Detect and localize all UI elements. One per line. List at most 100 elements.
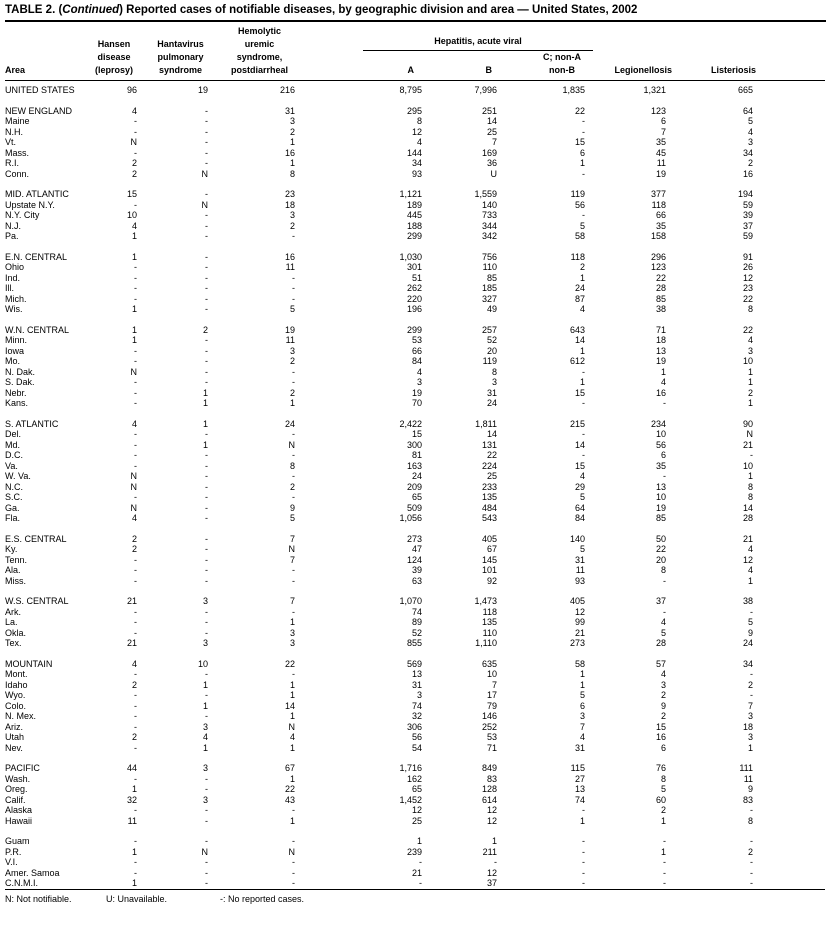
value-cell: 3: [289, 210, 295, 220]
value-cell: N: [746, 429, 754, 439]
value-cell: -: [582, 836, 586, 846]
value-cell: -: [663, 398, 667, 408]
col-header-hepatitis-b: B: [485, 65, 493, 75]
area-cell: N. Mex.: [5, 711, 37, 721]
value-cell: 196: [406, 304, 422, 314]
row-spacer-cell: [758, 513, 825, 524]
value-cell: 3: [202, 763, 208, 773]
value-cell: 14: [486, 429, 497, 439]
value-cell: 295: [406, 105, 422, 116]
value-cell: -: [292, 867, 295, 878]
area-cell: Mich.: [5, 293, 27, 304]
table-row: Vt. N - 1 4 7 15 35 3: [5, 137, 825, 148]
value-cell: -: [205, 471, 208, 481]
value-cell: 74: [411, 606, 422, 617]
value-cell: 21: [126, 596, 137, 606]
value-cell: 4: [661, 617, 667, 627]
value-cell: -: [134, 272, 137, 283]
value-cell: 83: [743, 794, 754, 805]
table-row: MOUNTAIN 4 10 22 569 635 58 57 34: [5, 649, 825, 670]
value-cell: 10: [486, 669, 497, 679]
area-cell: Calif.: [5, 794, 26, 805]
value-cell: 29: [575, 481, 586, 492]
value-cell: -: [134, 116, 137, 126]
value-cell: 43: [284, 794, 295, 805]
area-cell: Ga.: [5, 502, 20, 513]
value-cell: -: [134, 857, 137, 867]
row-spacer-cell: [758, 555, 825, 566]
value-cell: 509: [406, 502, 422, 513]
table-row: N.Y. City 10 - 3 445 733 - 66 39: [5, 210, 825, 221]
value-cell: -: [663, 606, 667, 617]
row-spacer-cell: [758, 273, 825, 284]
value-cell: 1: [748, 398, 754, 408]
row-spacer-cell: [758, 857, 825, 868]
value-cell: 8,795: [399, 85, 422, 95]
value-cell: 13: [656, 345, 667, 356]
value-cell: -: [750, 878, 754, 888]
value-cell: 1: [661, 846, 667, 857]
value-cell: 12: [486, 805, 497, 815]
area-cell: Miss.: [5, 575, 26, 586]
table-row: Minn. 1 - 11 53 52 14 18 4: [5, 335, 825, 346]
value-cell: 3: [416, 377, 422, 387]
table-row: Hawaii 11-1 25 12 1 1 8: [5, 816, 825, 827]
value-cell: -: [205, 293, 208, 304]
value-cell: 25: [486, 471, 497, 481]
value-cell: -: [134, 565, 137, 575]
value-cell: 115: [570, 763, 586, 773]
value-cell: -: [205, 669, 208, 679]
value-cell: 119: [482, 356, 497, 366]
value-cell: 74: [411, 700, 422, 711]
table-row: P.R. 1 N N 239 211 - 1 2: [5, 847, 825, 858]
value-cell: 1: [748, 366, 754, 377]
row-spacer-cell: [758, 127, 825, 138]
value-cell: 59: [743, 199, 754, 210]
value-cell: 18: [743, 721, 754, 732]
table-row: S.C. - - - 65 135 5 10 8: [5, 492, 825, 503]
value-cell: 79: [486, 700, 497, 711]
value-cell: 37: [486, 878, 497, 888]
area-cell: N.J.: [5, 220, 22, 231]
value-cell: -: [292, 377, 295, 387]
value-cell: 1: [131, 304, 137, 314]
value-cell: 71: [486, 742, 497, 753]
value-cell: -: [205, 606, 208, 617]
area-cell: W.S. CENTRAL: [5, 596, 69, 606]
table-row: Iowa - - 3 66 20 1 13 3: [5, 346, 825, 357]
value-cell: 118: [570, 251, 586, 262]
value-cell: -: [205, 231, 208, 241]
area-cell: Ky.: [5, 544, 18, 554]
value-cell: 8: [748, 815, 754, 826]
value-cell: 65: [411, 492, 422, 502]
value-cell: 300: [406, 439, 422, 450]
value-cell: 5: [661, 627, 667, 638]
value-cell: 3: [661, 679, 667, 690]
value-cell: 84: [411, 356, 422, 366]
value-cell: -: [494, 857, 497, 867]
row-spacer-cell: [758, 795, 825, 806]
value-cell: 4: [131, 513, 137, 523]
value-cell: -: [205, 544, 208, 554]
value-cell: 2: [131, 544, 137, 554]
table-row: W.S. CENTRAL 21 3 7 1,070 1,473 405 37 38: [5, 586, 825, 607]
area-cell: V.I.: [5, 857, 18, 867]
value-cell: 8: [661, 565, 667, 575]
area-cell: Hawaii: [5, 815, 33, 826]
value-cell: N: [288, 846, 296, 857]
value-cell: 2: [289, 356, 295, 366]
value-cell: 12: [411, 126, 422, 137]
value-cell: 299: [406, 324, 422, 335]
value-cell: 22: [743, 293, 754, 304]
value-cell: 145: [481, 554, 497, 565]
value-cell: 2: [131, 533, 137, 544]
value-cell: 27: [575, 773, 586, 784]
value-cell: 39: [743, 210, 754, 220]
table-row: Md. - 1 N 300 131 14 56 21: [5, 440, 825, 451]
value-cell: -: [134, 398, 137, 408]
value-cell: 215: [570, 418, 586, 429]
value-cell: 2: [289, 220, 295, 231]
area-cell: Fla.: [5, 513, 21, 523]
row-spacer-cell: [758, 722, 825, 733]
value-cell: 7,996: [474, 85, 497, 95]
